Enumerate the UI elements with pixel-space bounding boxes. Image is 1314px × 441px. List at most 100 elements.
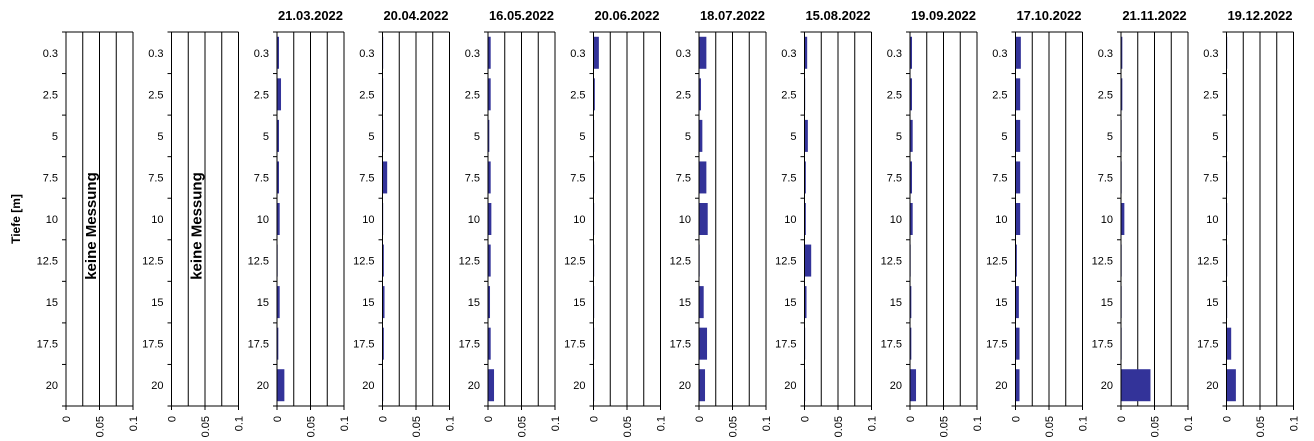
bar <box>910 119 913 152</box>
y-tick-label: 20 <box>679 380 691 392</box>
y-tick-label: 10 <box>151 214 163 226</box>
y-tick-label: 12.5 <box>248 256 269 268</box>
bar <box>910 327 912 360</box>
panel-title: 16.05.2022 <box>489 8 554 23</box>
bar <box>382 327 384 360</box>
y-tick-label: 2.5 <box>781 89 796 101</box>
panel-title: 17.10.2022 <box>1016 8 1081 23</box>
y-tick-label: 15 <box>46 297 58 309</box>
y-tick-label: 15 <box>257 297 269 309</box>
y-tick-label: 5 <box>1107 131 1113 143</box>
y-tick-label: 20 <box>1101 380 1113 392</box>
y-tick-label: 10 <box>1206 214 1218 226</box>
y-tick-label: 20 <box>1206 380 1218 392</box>
bar <box>804 203 806 235</box>
y-tick-label: 15 <box>573 297 585 309</box>
x-tick-label: 0.05 <box>833 416 845 437</box>
panel-title: 15.08.2022 <box>805 8 870 23</box>
bar <box>488 36 491 69</box>
y-tick-label: 7.5 <box>781 172 796 184</box>
y-tick-label: 15 <box>1206 297 1218 309</box>
y-tick-label: 20 <box>468 380 480 392</box>
bar <box>804 244 812 277</box>
bar <box>488 78 491 111</box>
x-tick-label: 0.05 <box>306 416 318 437</box>
y-tick-label: 7.5 <box>1098 172 1113 184</box>
y-tick-label: 17.5 <box>353 339 374 351</box>
y-tick-label: 5 <box>157 131 163 143</box>
x-tick-label: 0.1 <box>445 416 457 431</box>
y-tick-label: 7.5 <box>676 172 691 184</box>
bar <box>382 244 384 277</box>
bar <box>1015 161 1021 194</box>
y-tick-label: 7.5 <box>359 172 374 184</box>
y-tick-label: 10 <box>995 214 1007 226</box>
y-tick-label: 15 <box>151 297 163 309</box>
bar <box>277 203 280 235</box>
y-tick-label: 10 <box>784 214 796 226</box>
y-tick-label: 17.5 <box>670 339 691 351</box>
y-tick-label: 10 <box>468 214 480 226</box>
y-tick-label: 0.3 <box>570 48 585 60</box>
bar <box>910 286 912 319</box>
bar <box>1015 369 1020 402</box>
x-tick-label: 0.05 <box>728 416 740 437</box>
x-tick-label: 0.1 <box>339 416 351 431</box>
panel-title: 18.07.2022 <box>700 8 765 23</box>
bar <box>699 203 708 235</box>
x-tick-label: 0.05 <box>1255 416 1267 437</box>
y-tick-label: 10 <box>1101 214 1113 226</box>
bar <box>910 78 913 111</box>
y-tick-label: 0.3 <box>465 48 480 60</box>
y-tick-label: 17.5 <box>1197 339 1218 351</box>
panel-title: 20.06.2022 <box>594 8 659 23</box>
x-tick-label: 0.05 <box>1150 416 1162 437</box>
y-tick-label: 17.5 <box>37 339 58 351</box>
y-axis-label: Tiefe [m] <box>9 194 23 244</box>
x-tick-label: 0.05 <box>95 416 107 437</box>
bar <box>488 286 491 319</box>
y-tick-label: 20 <box>784 380 796 392</box>
y-tick-label: 5 <box>368 131 374 143</box>
bar <box>1121 369 1151 402</box>
y-tick-label: 20 <box>995 380 1007 392</box>
x-tick-label: 0.1 <box>1183 416 1195 431</box>
y-tick-label: 12.5 <box>37 256 58 268</box>
bar <box>1121 78 1123 111</box>
x-tick-label: 0.1 <box>128 416 140 431</box>
x-tick-label: 0 <box>1222 416 1234 422</box>
bar <box>277 78 282 111</box>
y-tick-label: 10 <box>46 214 58 226</box>
x-tick-label: 0 <box>61 416 73 422</box>
y-tick-label: 7.5 <box>992 172 1007 184</box>
bar <box>1015 78 1021 111</box>
bar <box>699 161 707 194</box>
y-tick-label: 2.5 <box>43 89 58 101</box>
y-tick-label: 10 <box>679 214 691 226</box>
bar <box>1015 36 1021 69</box>
y-tick-label: 5 <box>579 131 585 143</box>
y-tick-label: 0.3 <box>887 48 902 60</box>
y-tick-label: 10 <box>890 214 902 226</box>
y-tick-label: 7.5 <box>465 172 480 184</box>
y-tick-label: 10 <box>362 214 374 226</box>
y-tick-label: 20 <box>46 380 58 392</box>
bar <box>804 161 806 194</box>
y-tick-label: 15 <box>784 297 796 309</box>
y-tick-label: 12.5 <box>670 256 691 268</box>
x-tick-label: 0.1 <box>761 416 773 431</box>
x-tick-label: 0 <box>378 416 390 422</box>
y-tick-label: 0.3 <box>359 48 374 60</box>
y-tick-label: 5 <box>685 131 691 143</box>
y-tick-label: 17.5 <box>775 339 796 351</box>
y-tick-label: 15 <box>995 297 1007 309</box>
x-tick-label: 0 <box>589 416 601 422</box>
y-tick-label: 15 <box>1101 297 1113 309</box>
y-tick-label: 2.5 <box>1098 89 1113 101</box>
bar <box>1121 36 1123 69</box>
bar <box>1015 119 1021 152</box>
bar <box>488 119 490 152</box>
x-tick-label: 0.05 <box>1044 416 1056 437</box>
x-tick-label: 0 <box>483 416 495 422</box>
bar <box>1015 203 1021 235</box>
